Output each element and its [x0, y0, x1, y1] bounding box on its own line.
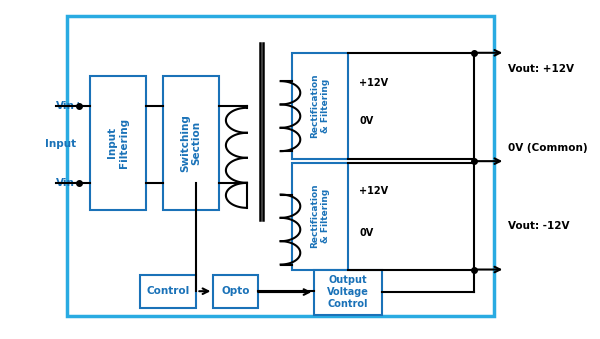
- Text: 0V: 0V: [359, 116, 373, 126]
- FancyBboxPatch shape: [314, 270, 382, 315]
- Text: Input: Input: [45, 139, 76, 149]
- FancyBboxPatch shape: [292, 163, 348, 270]
- FancyBboxPatch shape: [163, 76, 219, 210]
- Text: Output
Voltage
Control: Output Voltage Control: [327, 276, 369, 308]
- Text: Vin+: Vin+: [56, 101, 84, 111]
- Text: 0V: 0V: [359, 228, 373, 238]
- Text: +12V: +12V: [359, 78, 388, 88]
- Text: Opto: Opto: [221, 286, 250, 296]
- Text: Vout: +12V: Vout: +12V: [508, 64, 574, 75]
- FancyBboxPatch shape: [292, 53, 348, 159]
- Text: 0V (Common): 0V (Common): [508, 143, 587, 153]
- Text: Vout: -12V: Vout: -12V: [508, 221, 569, 231]
- Text: Vin-: Vin-: [56, 178, 79, 188]
- Text: Input
Filtering: Input Filtering: [107, 118, 128, 168]
- FancyBboxPatch shape: [90, 76, 146, 210]
- Text: Rectification
& Filtering: Rectification & Filtering: [310, 74, 329, 138]
- Text: Control: Control: [147, 286, 190, 296]
- FancyBboxPatch shape: [213, 275, 258, 308]
- Text: Switching
Section: Switching Section: [180, 114, 202, 172]
- Text: Rectification
& Filtering: Rectification & Filtering: [310, 184, 329, 248]
- Text: +12V: +12V: [359, 186, 388, 196]
- FancyBboxPatch shape: [140, 275, 196, 308]
